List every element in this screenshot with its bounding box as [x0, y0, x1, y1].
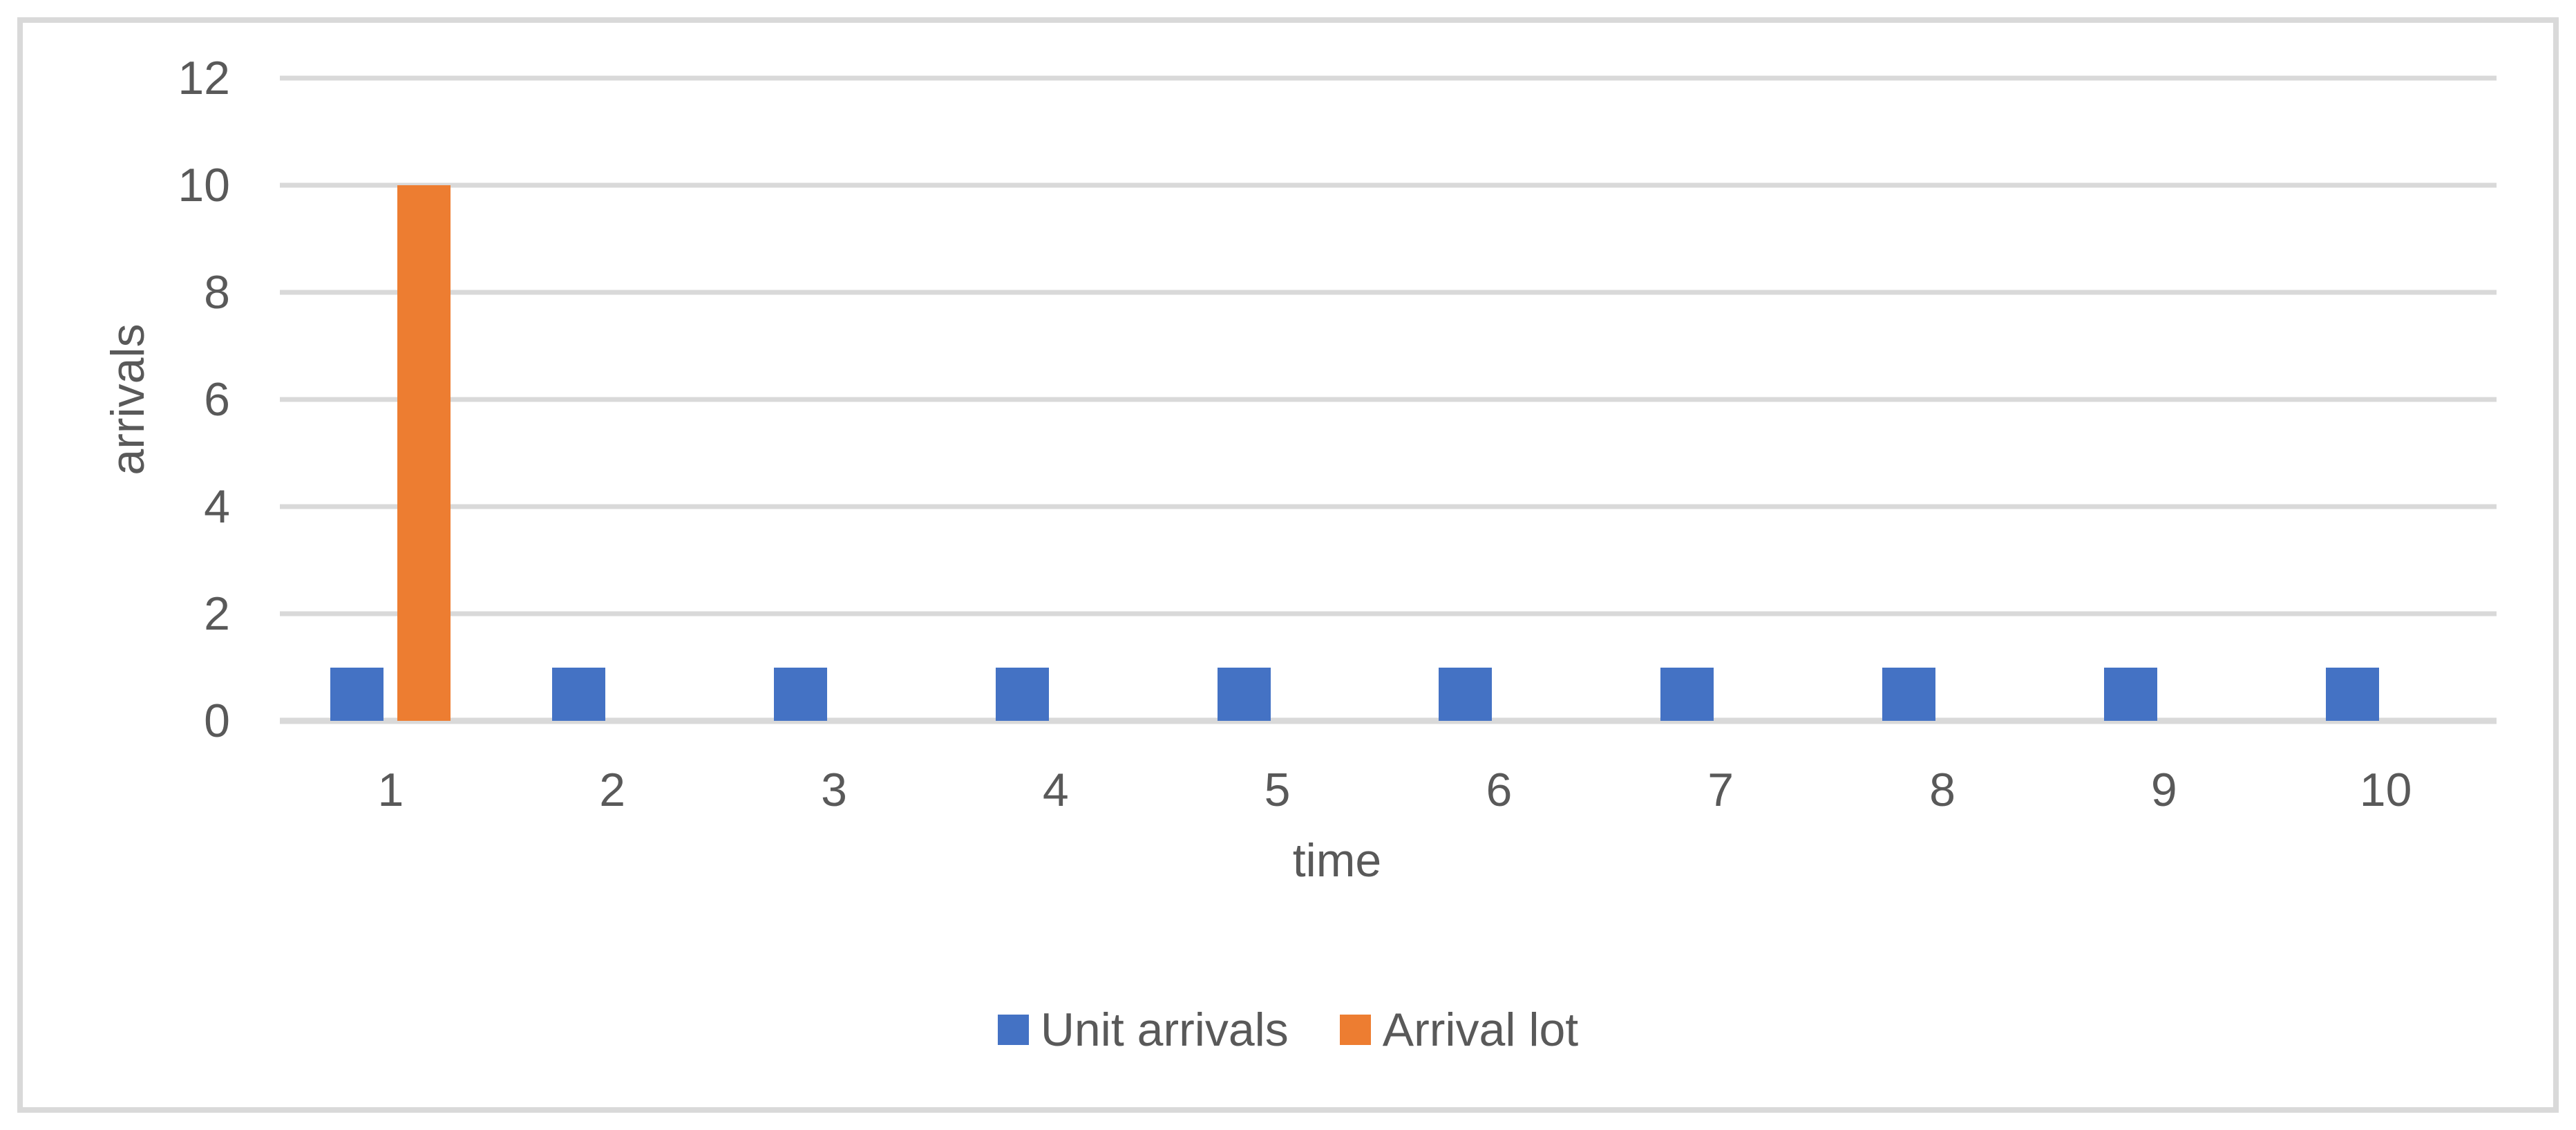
x-axis-title: time [1292, 834, 1382, 887]
category-group-6 [1388, 78, 1610, 721]
bar-unit-arrivals-time-2 [552, 667, 606, 721]
x-tick-label-8: 8 [1929, 764, 1955, 816]
x-axis-tick-labels: 1 2 3 4 5 6 7 8 9 10 [280, 762, 2497, 818]
category-group-7 [1610, 78, 1832, 721]
bar-unit-arrivals-time-10 [2325, 667, 2379, 721]
bar-unit-arrivals-time-6 [1439, 667, 1493, 721]
x-tick-label-10: 10 [2359, 764, 2412, 816]
bar-unit-arrivals-time-5 [1217, 667, 1271, 721]
y-tick-label-4: 4 [204, 480, 230, 533]
legend-item-unit-arrivals: Unit arrivals [997, 1004, 1289, 1056]
gridline-4 [280, 504, 2497, 509]
bar-arrival-lot-time-1 [397, 185, 451, 721]
legend-label-unit-arrivals: Unit arrivals [1040, 1004, 1289, 1056]
gridline-8 [280, 290, 2497, 295]
category-group-2 [502, 78, 723, 721]
legend-swatch-arrival-lot [1339, 1015, 1371, 1045]
gridline-2 [280, 611, 2497, 616]
bar-unit-arrivals-time-7 [1660, 667, 1714, 721]
category-group-1 [280, 78, 502, 721]
y-axis-title: arrivals [102, 323, 154, 475]
bar-unit-arrivals-time-1 [330, 667, 384, 721]
category-group-9 [2053, 78, 2275, 721]
x-tick-label-6: 6 [1486, 764, 1513, 816]
y-tick-label-2: 2 [204, 587, 230, 640]
x-tick-label-1: 1 [377, 764, 404, 816]
bar-unit-arrivals-time-3 [773, 667, 827, 721]
bars-layer [280, 78, 2497, 721]
legend: Unit arrivals Arrival lot [23, 1002, 2553, 1057]
x-tick-label-3: 3 [821, 764, 847, 816]
x-tick-label-4: 4 [1042, 764, 1069, 816]
gridline-6 [280, 397, 2497, 402]
y-axis-tick-labels: 0 2 4 6 8 10 12 [23, 55, 230, 744]
bar-unit-arrivals-time-4 [995, 667, 1049, 721]
category-group-5 [1166, 78, 1388, 721]
gridline-12 [280, 75, 2497, 81]
x-axis-line [280, 717, 2497, 724]
bar-unit-arrivals-time-8 [1882, 667, 1935, 721]
category-group-3 [723, 78, 945, 721]
legend-item-arrival-lot: Arrival lot [1339, 1004, 1579, 1056]
bar-unit-arrivals-time-9 [2103, 667, 2157, 721]
y-tick-label-8: 8 [204, 265, 230, 319]
category-group-10 [2275, 78, 2497, 721]
gridline-10 [280, 182, 2497, 188]
x-tick-label-5: 5 [1264, 764, 1291, 816]
x-tick-label-2: 2 [599, 764, 626, 816]
x-tick-label-9: 9 [2150, 764, 2177, 816]
legend-swatch-unit-arrivals [997, 1015, 1029, 1045]
chart-figure: 0 2 4 6 8 10 12 arrivals 1 2 3 4 5 6 7 8 9 10 time Unit… [17, 17, 2559, 1113]
y-tick-label-12: 12 [178, 52, 230, 104]
legend-label-arrival-lot: Arrival lot [1382, 1004, 1579, 1056]
y-tick-label-10: 10 [178, 158, 230, 211]
y-tick-label-0: 0 [204, 695, 230, 747]
category-group-4 [945, 78, 1166, 721]
category-group-8 [1832, 78, 2054, 721]
plot-area [280, 75, 2497, 724]
x-tick-label-7: 7 [1707, 764, 1734, 816]
y-tick-label-6: 6 [204, 373, 230, 426]
